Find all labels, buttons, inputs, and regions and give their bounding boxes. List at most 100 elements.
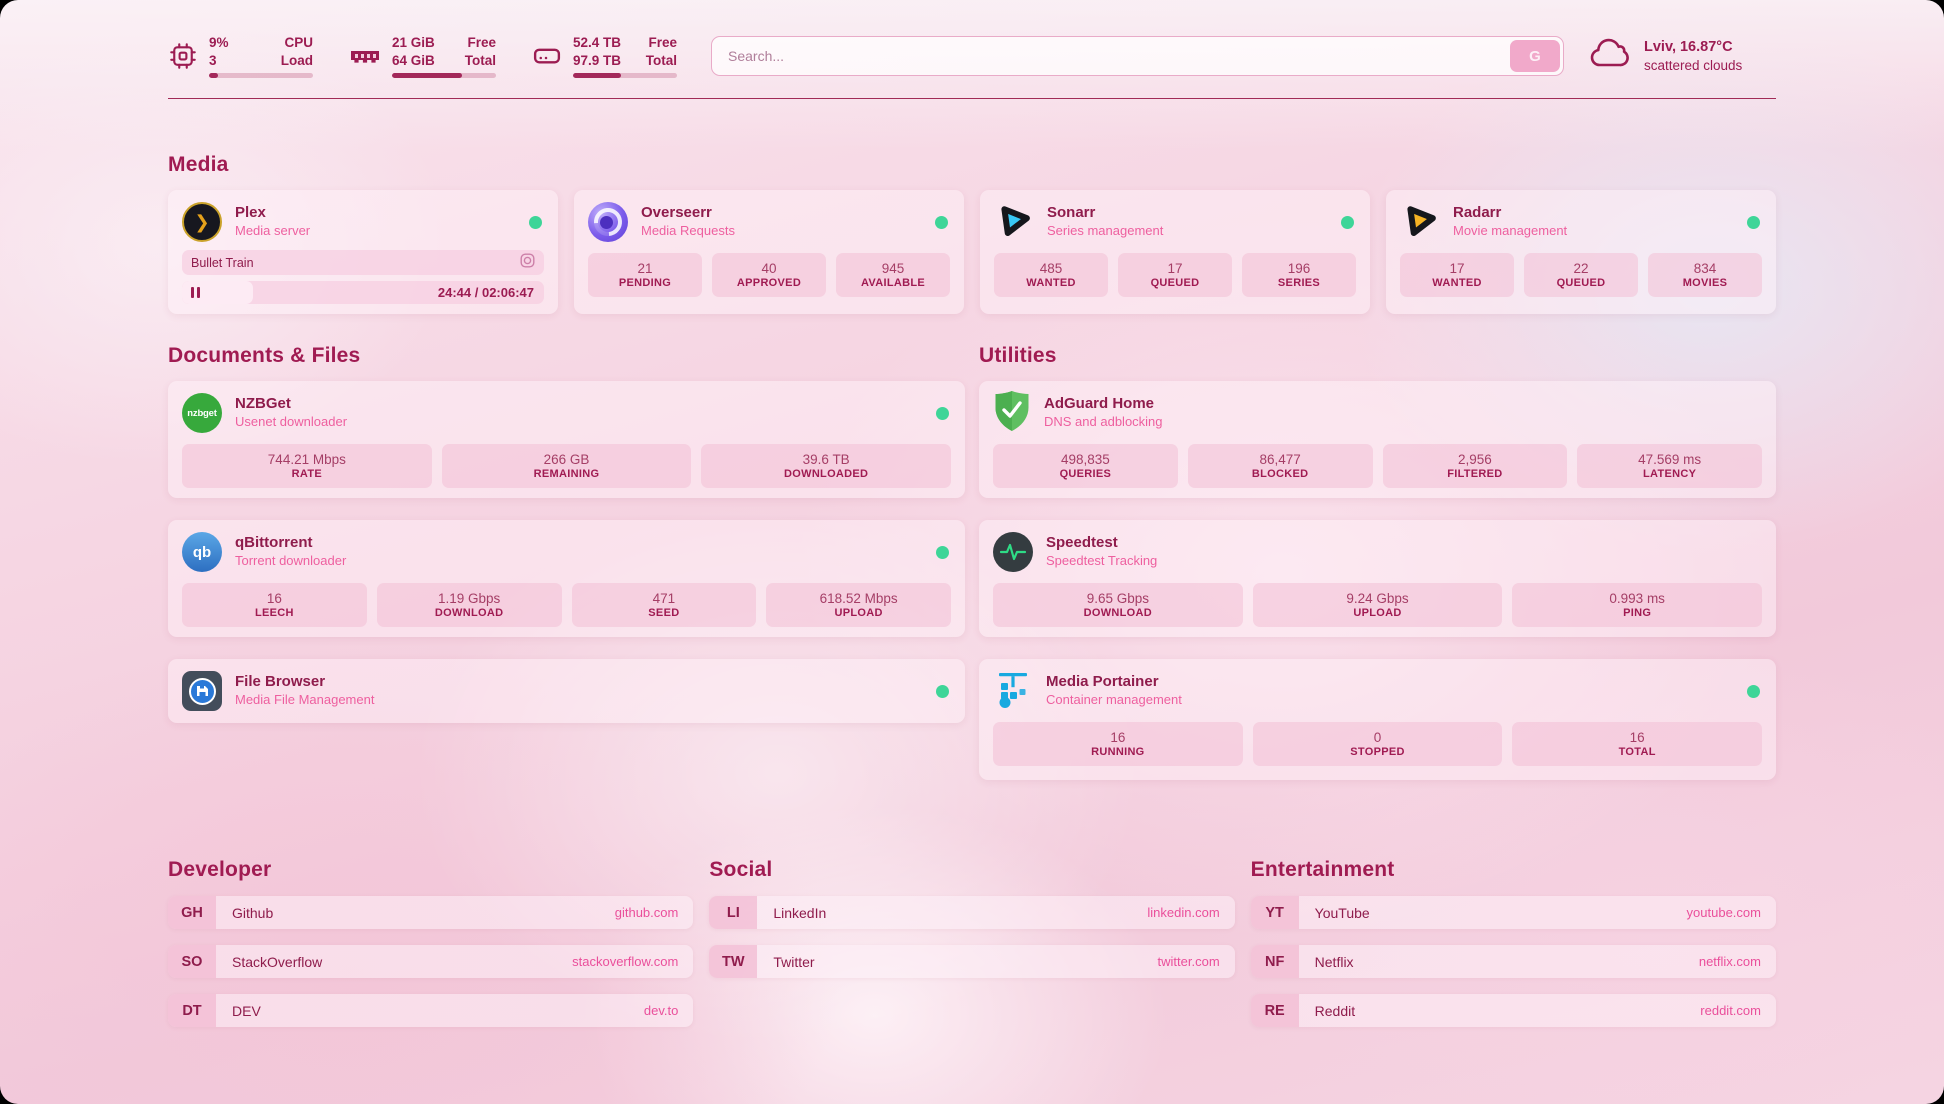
app-name: NZBGet xyxy=(235,395,291,413)
filebrowser-icon xyxy=(182,671,222,711)
app-name: qBittorrent xyxy=(235,534,313,552)
bookmark-name: DEV xyxy=(232,1002,261,1019)
overseerr-icon xyxy=(588,202,628,242)
memory-total-label: Total xyxy=(464,52,496,68)
search-container: G xyxy=(711,36,1564,76)
stat-remaining: 266 GB REMAINING xyxy=(441,444,692,488)
stat-seed: 471 SEED xyxy=(571,583,757,627)
app-card-adguard[interactable]: AdGuard Home DNS and adblocking 498,835 Q… xyxy=(979,381,1776,498)
section-title-utilities: Utilities xyxy=(979,344,1057,367)
bookmark-name: StackOverflow xyxy=(232,953,323,970)
resource-widgets: 9% CPU 3 Load 21 GiB Free xyxy=(168,34,677,79)
search-input[interactable] xyxy=(711,36,1564,76)
app-name: AdGuard Home xyxy=(1044,395,1155,413)
bookmark-youtube[interactable]: YT YouTube youtube.com xyxy=(1250,896,1776,929)
app-card-radarr[interactable]: Radarr Movie management 17 WANTED 22 QUEUE… xyxy=(1386,190,1776,314)
bookmark-url: youtube.com xyxy=(1686,905,1761,920)
bookmarks-social: Social LI LinkedIn linkedin.com TW Twitt… xyxy=(709,858,1235,1043)
app-card-nzbget[interactable]: nzbget NZBGet Usenet downloader 744.21 M… xyxy=(168,381,965,498)
weather-condition: scattered clouds xyxy=(1644,57,1743,73)
status-online-dot xyxy=(936,406,949,420)
app-card-qbittorrent[interactable]: qb qBittorrent Torrent downloader 16 LEEC… xyxy=(168,520,965,637)
media-section: ❯ Plex Media server Bullet Train xyxy=(168,190,1776,314)
app-description: Media File Management xyxy=(235,691,375,707)
stat-upload: 618.52 Mbps UPLOAD xyxy=(766,583,951,627)
memory-widget: 21 GiB Free 64 GiB Total xyxy=(349,34,496,79)
top-bar: 9% CPU 3 Load 21 GiB Free xyxy=(168,26,1776,86)
status-online-dot xyxy=(936,684,949,698)
stat-queries: 498,835 QUERIES xyxy=(993,444,1178,488)
app-description: Media Requests xyxy=(641,222,735,238)
bookmarks-entertainment: Entertainment YT YouTube youtube.com NF … xyxy=(1250,858,1776,1043)
disk-total-value: 97.9 TB xyxy=(573,52,622,68)
bookmark-twitter[interactable]: TW Twitter twitter.com xyxy=(709,945,1235,978)
stat-latency: 47.569 ms LATENCY xyxy=(1577,444,1762,488)
bookmark-dev[interactable]: DT DEV dev.to xyxy=(168,994,694,1027)
app-card-speedtest[interactable]: Speedtest Speedtest Tracking 9.65 Gbps DO… xyxy=(979,520,1776,637)
bookmark-stackoverflow[interactable]: SO StackOverflow stackoverflow.com xyxy=(168,945,694,978)
nzbget-icon: nzbget xyxy=(182,393,222,433)
status-online-dot xyxy=(936,545,949,559)
pause-icon[interactable] xyxy=(191,287,200,298)
stat-running: 16 RUNNING xyxy=(993,722,1243,766)
cpu-icon xyxy=(168,41,198,71)
view-session-icon[interactable] xyxy=(520,253,535,273)
bookmark-abbr: SO xyxy=(168,945,216,978)
bookmark-url: netflix.com xyxy=(1698,954,1761,969)
stat-queued: 22 QUEUED xyxy=(1524,253,1638,297)
bookmark-linkedin[interactable]: LI LinkedIn linkedin.com xyxy=(709,896,1235,929)
bookmark-name: LinkedIn xyxy=(773,904,827,921)
status-online-dot xyxy=(1747,684,1760,698)
cloud-icon xyxy=(1588,37,1632,76)
stat-pending: 21 PENDING xyxy=(588,253,702,297)
status-online-dot xyxy=(1341,215,1354,229)
app-card-filebrowser[interactable]: File Browser Media File Management xyxy=(168,659,965,723)
portainer-icon xyxy=(993,669,1033,714)
stat-download: 9.65 Gbps DOWNLOAD xyxy=(993,583,1243,627)
bookmark-abbr: LI xyxy=(709,896,758,929)
bookmark-github[interactable]: GH Github github.com xyxy=(168,896,694,929)
app-card-overseerr[interactable]: Overseerr Media Requests 21 PENDING 40 APP… xyxy=(574,190,964,314)
app-name: Speedtest xyxy=(1046,534,1118,552)
status-online-dot xyxy=(529,215,542,229)
app-card-sonarr[interactable]: Sonarr Series management 485 WANTED 17 QUE… xyxy=(980,190,1370,314)
stat-downloaded: 39.6 TB DOWNLOADED xyxy=(701,444,952,488)
cpu-widget: 9% CPU 3 Load xyxy=(168,34,313,79)
app-name: Overseerr xyxy=(641,204,712,222)
app-name: Sonarr xyxy=(1047,204,1096,222)
search-provider-button[interactable]: G xyxy=(1510,40,1560,72)
bookmark-netflix[interactable]: NF Netflix netflix.com xyxy=(1250,945,1776,978)
utilities-section: Utilities AdGuard Home xyxy=(979,344,1776,802)
bookmark-reddit[interactable]: RE Reddit reddit.com xyxy=(1250,994,1776,1027)
stat-filtered: 2,956 FILTERED xyxy=(1382,444,1568,488)
bookmark-abbr: TW xyxy=(709,945,758,978)
now-playing-title: Bullet Train xyxy=(191,255,254,270)
status-online-dot xyxy=(935,215,948,229)
memory-free-label: Free xyxy=(467,34,496,50)
now-playing-row: Bullet Train xyxy=(182,250,544,275)
app-description: Series management xyxy=(1047,222,1164,238)
bookmark-url: reddit.com xyxy=(1700,1003,1761,1018)
memory-icon xyxy=(349,42,381,70)
memory-free-value: 21 GiB xyxy=(392,34,435,50)
speedtest-icon xyxy=(993,532,1033,572)
stat-blocked: 86,477 BLOCKED xyxy=(1187,444,1373,488)
stat-wanted: 17 WANTED xyxy=(1400,253,1514,297)
app-card-plex[interactable]: ❯ Plex Media server Bullet Train xyxy=(168,190,558,314)
memory-total-value: 64 GiB xyxy=(392,52,435,68)
bookmark-abbr: GH xyxy=(168,896,216,929)
cpu-load-value: 3 xyxy=(209,52,217,68)
stat-approved: 40 APPROVED xyxy=(712,253,826,297)
cpu-usage-value: 9% xyxy=(209,34,229,50)
status-online-dot xyxy=(1747,215,1760,229)
adguard-shield-icon xyxy=(993,390,1031,437)
documents-section: Documents & Files nzbget NZBGet Usenet d… xyxy=(168,344,965,802)
bookmark-url: twitter.com xyxy=(1157,954,1220,969)
app-card-portainer[interactable]: Media Portainer Container management 16 R… xyxy=(979,659,1776,780)
app-description: Media server xyxy=(235,222,311,238)
app-name: Radarr xyxy=(1453,204,1502,222)
plex-icon: ❯ xyxy=(182,202,222,242)
app-description: Torrent downloader xyxy=(235,552,347,568)
bookmark-abbr: YT xyxy=(1250,896,1299,929)
app-description: Movie management xyxy=(1453,222,1568,238)
